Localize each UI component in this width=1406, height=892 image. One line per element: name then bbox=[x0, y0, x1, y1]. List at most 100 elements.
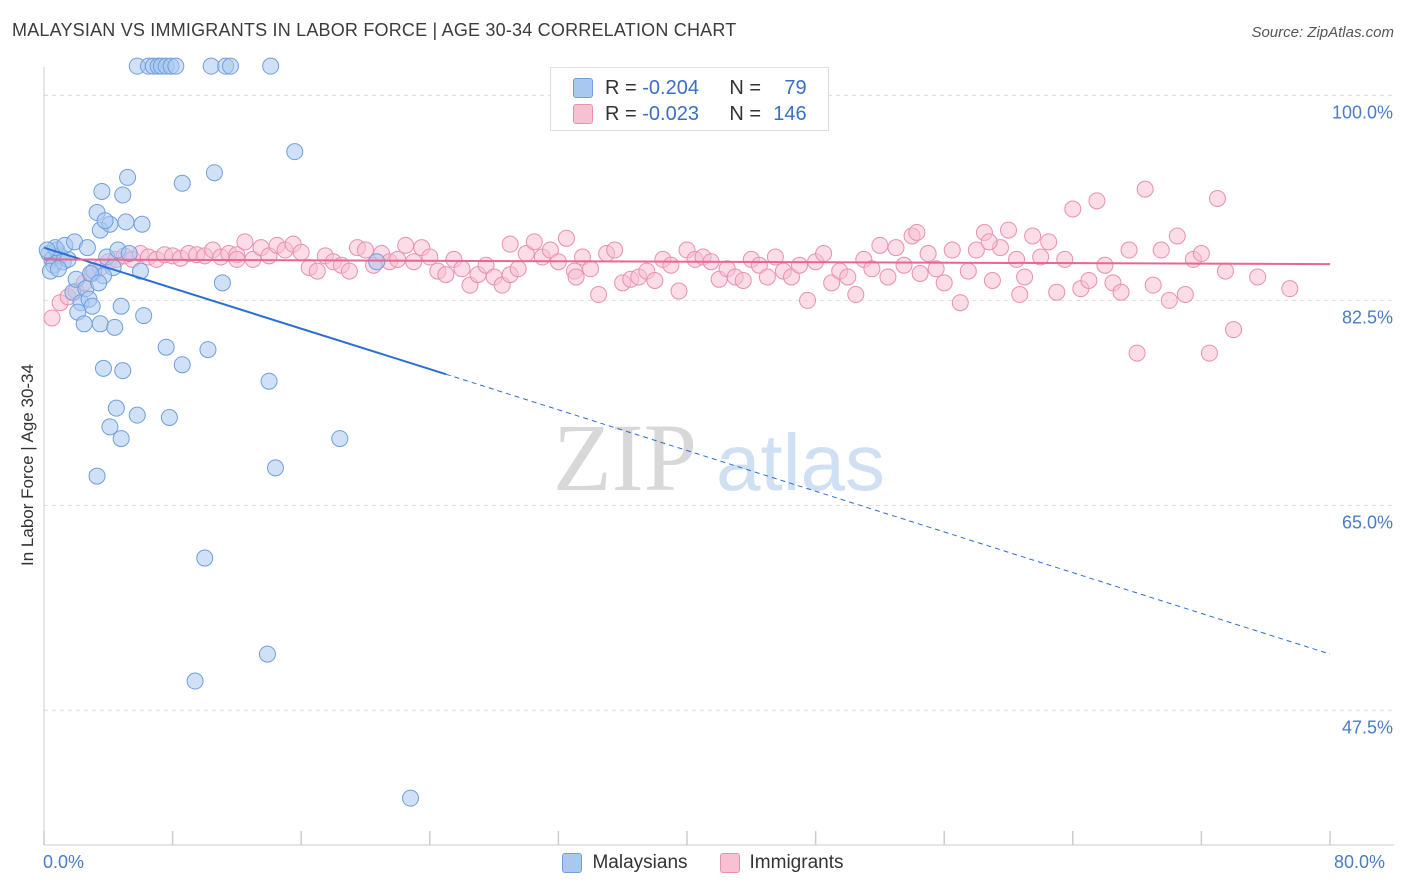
malaysians-point bbox=[167, 57, 185, 75]
n-value: 146 bbox=[773, 102, 807, 125]
immigrants-point bbox=[959, 262, 977, 280]
malaysians-point bbox=[96, 212, 114, 230]
immigrants-point bbox=[1208, 189, 1226, 207]
immigrants-point bbox=[799, 291, 817, 309]
immigrants-point bbox=[782, 268, 800, 286]
immigrants-point bbox=[357, 241, 374, 259]
malaysians-point bbox=[112, 297, 130, 315]
malaysians-point bbox=[221, 57, 239, 75]
immigrants-point bbox=[1000, 221, 1017, 239]
immigrants-point bbox=[662, 256, 680, 274]
malaysians-point bbox=[202, 57, 220, 75]
immigrants-point bbox=[606, 241, 624, 259]
malaysians-trend-line bbox=[43, 246, 447, 376]
malaysians-point bbox=[119, 168, 137, 186]
immigrants-point bbox=[839, 268, 857, 286]
immigrants-point bbox=[1011, 286, 1029, 304]
immigrants-point bbox=[590, 286, 608, 304]
malaysians-point bbox=[157, 338, 175, 356]
immigrants-point bbox=[1168, 227, 1186, 245]
immigrants-point bbox=[43, 309, 61, 327]
malaysians-point bbox=[205, 164, 223, 182]
immigrants-point bbox=[919, 245, 937, 263]
immigrants-point bbox=[389, 250, 407, 268]
y-tick-label: 100.0% bbox=[1331, 102, 1393, 123]
immigrants-point bbox=[1217, 262, 1235, 280]
immigrants-point bbox=[1096, 256, 1114, 274]
watermark-zip: ZIP bbox=[553, 404, 697, 511]
immigrants-point bbox=[1088, 192, 1106, 210]
stats-legend: R = -0.204 N = 79 R = -0.023 N = 146 bbox=[550, 67, 829, 131]
immigrants-point bbox=[397, 236, 415, 254]
malaysians-point bbox=[286, 143, 304, 161]
malaysians-point bbox=[93, 182, 111, 200]
immigrants-point bbox=[815, 245, 833, 263]
immigrants-point bbox=[582, 260, 600, 278]
malaysians-point bbox=[75, 315, 93, 333]
immigrants-point bbox=[935, 274, 953, 292]
immigrants-point bbox=[541, 241, 559, 259]
immigrants-point bbox=[1024, 227, 1042, 245]
malaysians-point bbox=[101, 418, 119, 436]
r-label: R = bbox=[605, 102, 637, 125]
immigrants-point bbox=[887, 239, 905, 257]
malaysians-point bbox=[131, 262, 149, 280]
malaysians-point bbox=[173, 174, 191, 192]
r-label: R = bbox=[605, 76, 637, 99]
malaysians-point bbox=[49, 260, 67, 278]
immigrants-point bbox=[847, 286, 865, 304]
malaysians-point bbox=[196, 549, 214, 567]
immigrants-point bbox=[1128, 344, 1146, 362]
x-tick-label-min: 0.0% bbox=[43, 852, 85, 872]
immigrants-trend-line bbox=[43, 258, 1331, 266]
immigrants-point bbox=[734, 271, 752, 289]
legend-item-malaysians[interactable]: Malaysians bbox=[562, 852, 688, 874]
source-label: Source: ZipAtlas.com bbox=[1251, 24, 1394, 41]
malaysians-point bbox=[402, 789, 420, 807]
malaysians-point bbox=[91, 315, 109, 333]
axes bbox=[43, 67, 1394, 846]
legend-item-immigrants[interactable]: Immigrants bbox=[719, 852, 844, 874]
malaysians-point bbox=[266, 459, 284, 477]
r-value: -0.023 bbox=[642, 102, 699, 125]
immigrants-point bbox=[1249, 268, 1267, 286]
malaysians-point bbox=[160, 409, 178, 427]
pink-swatch bbox=[719, 853, 740, 873]
malaysians-point bbox=[173, 356, 191, 374]
malaysians-point bbox=[260, 372, 278, 390]
malaysians-point bbox=[117, 213, 135, 231]
immigrants-point bbox=[525, 233, 543, 251]
immigrants-point bbox=[911, 264, 929, 282]
r-value: -0.204 bbox=[642, 76, 699, 99]
immigrants-point bbox=[646, 271, 664, 289]
immigrants-point bbox=[501, 235, 519, 253]
malaysians-point bbox=[106, 318, 124, 336]
immigrants-point bbox=[951, 294, 969, 312]
immigrants-point bbox=[1064, 200, 1082, 218]
immigrants-point bbox=[871, 236, 889, 254]
legend-label: Malaysians bbox=[592, 852, 688, 873]
malaysians-point bbox=[90, 274, 108, 292]
malaysians-point bbox=[94, 359, 112, 377]
immigrants-point bbox=[895, 256, 913, 274]
immigrants-point bbox=[1048, 283, 1066, 301]
blue-swatch bbox=[573, 78, 593, 98]
malaysians-point bbox=[107, 399, 125, 417]
y-tick-label: 82.5% bbox=[1341, 307, 1393, 328]
immigrants-point bbox=[437, 266, 455, 284]
malaysians-point bbox=[199, 341, 217, 359]
immigrants-point bbox=[1136, 180, 1154, 198]
immigrants-point bbox=[967, 241, 985, 259]
n-label: N = bbox=[729, 102, 762, 125]
immigrants-point bbox=[983, 271, 1001, 289]
stats-legend-row-immigrants: R = -0.023 N = 146 bbox=[573, 102, 807, 126]
malaysians-point bbox=[331, 430, 349, 448]
immigrants-point bbox=[236, 233, 254, 251]
immigrants-point bbox=[1176, 286, 1194, 304]
immigrants-point bbox=[421, 248, 439, 266]
malaysians-point bbox=[213, 274, 231, 292]
malaysians-point bbox=[88, 467, 106, 485]
malaysians-point bbox=[368, 253, 386, 271]
immigrants-point bbox=[1056, 250, 1074, 268]
